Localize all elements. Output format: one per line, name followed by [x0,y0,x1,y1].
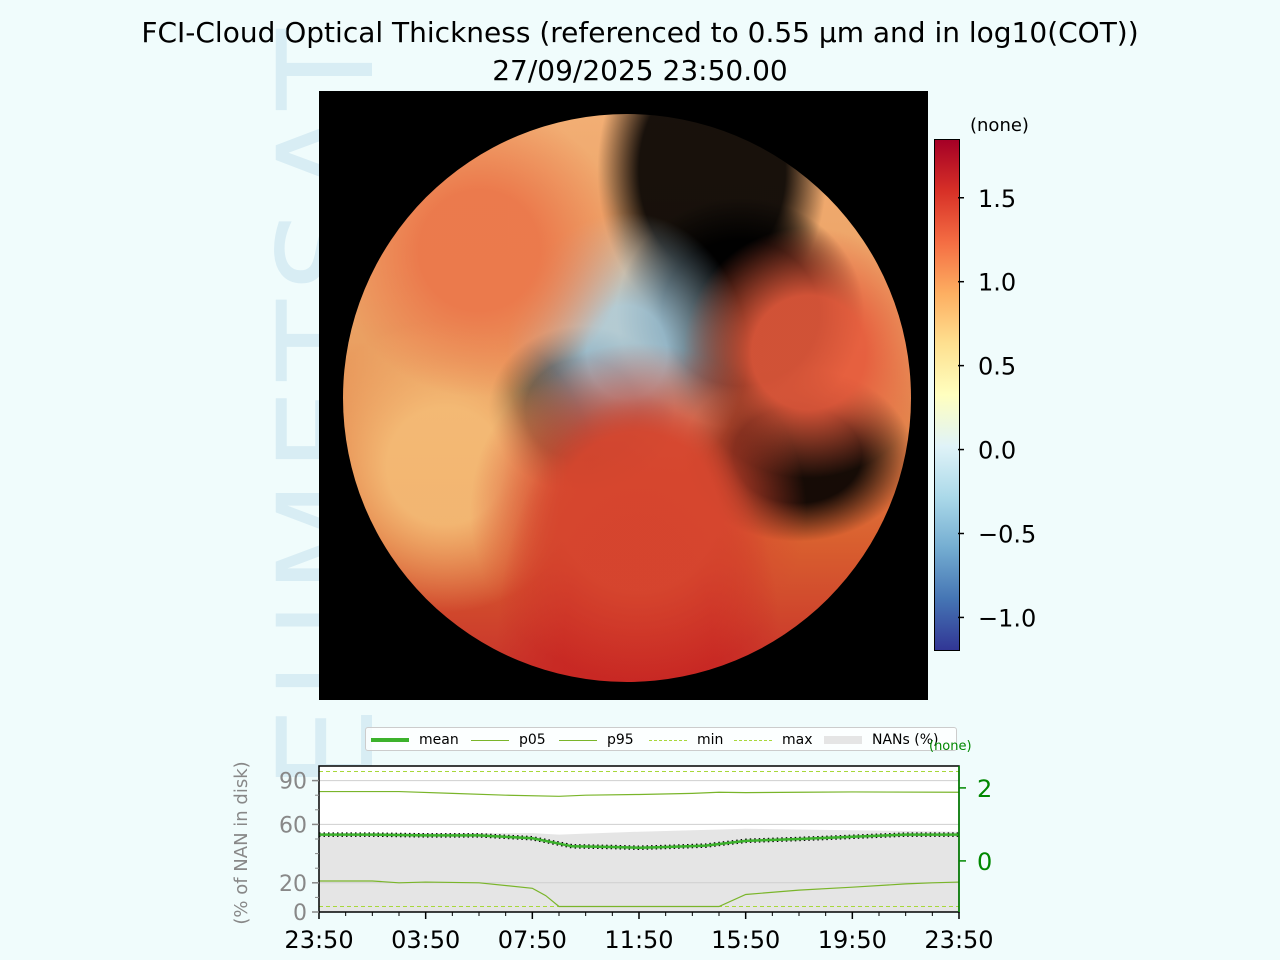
x-tick-label: 07:50 [498,926,567,954]
chart-title: FCI-Cloud Optical Thickness (referenced … [141,16,1139,49]
left-tick-label: 90 [279,770,307,795]
colorbar-tick-label: −0.5 [978,520,1036,548]
timeseries-legend: mean p05 p95 min max NANs (%) [365,727,957,751]
colorbar-tick-label: 1.5 [978,185,1016,213]
x-tick-label: 19:50 [818,926,887,954]
x-tick-label: 23:50 [924,926,993,954]
x-tick-label: 15:50 [711,926,780,954]
right-axis-unit: (none) [929,739,972,754]
series-p95-line [319,790,960,797]
legend-item-mean: mean [371,731,459,749]
left-tick-label: 20 [279,872,307,897]
satellite-image-panel [319,91,928,700]
colorbar-unit-label: (none) [970,115,1029,136]
colorbar-tick-label: 0.5 [978,353,1016,381]
left-axis-label: (% of NAN in disk) [231,761,252,924]
chart-timestamp: 27/09/2025 23:50.00 [492,54,788,87]
x-tick-label: 23:50 [284,926,353,954]
left-tick-label: 0 [293,901,307,926]
colorbar-tick-label: 1.0 [978,269,1016,297]
series-p05-line [319,880,960,908]
colorbar-tick-label: −1.0 [978,604,1036,632]
right-tick-label: 0 [977,848,992,876]
colorbar [934,139,960,651]
colorbar-axis: 1.5 1.0 0.5 0.0 −0.5 −1.0 [958,185,1036,632]
legend-item-nans: NANs (%) [824,731,939,749]
nan-area [319,828,959,912]
x-tick-label: 11:50 [604,926,673,954]
legend-item-min: min [649,731,723,749]
legend-item-p05: p05 [471,731,546,749]
x-tick-label: 03:50 [391,926,460,954]
left-tick-label: 60 [279,813,307,838]
timeseries-chart: 23:50 03:50 07:50 11:50 15:50 19:50 23:5002060… [231,739,994,954]
right-tick-label: 2 [977,775,992,803]
earth-disk-image [343,114,911,682]
series-mean-line [319,833,959,850]
colorbar-tick-label: 0.0 [978,437,1016,465]
legend-item-max: max [734,731,813,749]
legend-item-p95: p95 [559,731,634,749]
